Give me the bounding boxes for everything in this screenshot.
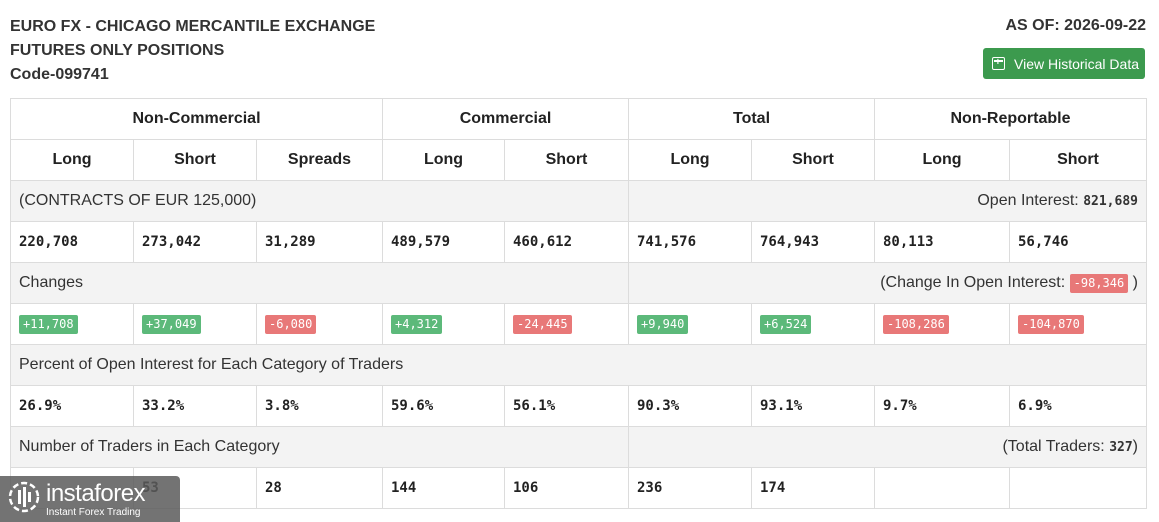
column-header-row: Long Short Spreads Long Short Long Short…: [10, 139, 1147, 181]
as-of-date: AS OF: 2026-09-22: [1005, 17, 1146, 34]
table-cell: 80,113: [874, 221, 1010, 263]
total-traders: (Total Traders: 327): [628, 426, 1147, 468]
group-non-commercial: Non-Commercial: [10, 98, 383, 140]
table-cell: 236: [628, 467, 752, 509]
percent-label: Percent of Open Interest for Each Catego…: [10, 344, 1147, 386]
col-header: Short: [751, 139, 875, 181]
col-header: Long: [874, 139, 1010, 181]
percent-section-row: Percent of Open Interest for Each Catego…: [10, 344, 1147, 386]
col-header: Short: [1009, 139, 1147, 181]
report-title: EURO FX - CHICAGO MERCANTILE EXCHANGE FU…: [10, 15, 375, 87]
contracts-values-row: 220,708 273,042 31,289 489,579 460,612 7…: [10, 221, 1147, 263]
table-cell: 460,612: [504, 221, 629, 263]
change-badge: +6,524: [760, 314, 812, 334]
change-badge: -104,870: [1018, 314, 1084, 334]
changes-values-row: +11,708 +37,049 -6,080 +4,312 -24,445 +9…: [10, 303, 1147, 345]
traders-label: Number of Traders in Each Category: [10, 426, 629, 468]
col-header: Long: [382, 139, 505, 181]
instaforex-logo: instaforex Instant Forex Trading: [0, 476, 180, 522]
total-traders-close: ): [1132, 438, 1138, 455]
col-header: Short: [504, 139, 629, 181]
change-badge: -24,445: [513, 314, 572, 334]
table-cell: 59.6%: [382, 385, 505, 427]
code-line: Code-099741: [10, 66, 109, 83]
changes-label: Changes: [10, 262, 629, 304]
open-interest-label: Open Interest:: [977, 192, 1079, 209]
change-badge: +9,940: [637, 314, 689, 334]
table-cell: 144: [382, 467, 505, 509]
change-badge: -108,286: [883, 314, 949, 334]
table-cell: 31,289: [256, 221, 383, 263]
total-traders-label: (Total Traders:: [1002, 438, 1105, 455]
table-cell: 26.9%: [10, 385, 134, 427]
change-oi-label: (Change In Open Interest:: [880, 273, 1066, 291]
table-cell: 489,579: [382, 221, 505, 263]
total-traders-value: 327: [1109, 440, 1133, 455]
col-header: Spreads: [256, 139, 383, 181]
change-oi-badge: -98,346: [1069, 273, 1129, 293]
table-cell: 174: [751, 467, 875, 509]
group-header-row: Non-Commercial Commercial Total Non-Repo…: [10, 98, 1147, 140]
change-badge: +11,708: [19, 314, 78, 334]
cot-table: Non-Commercial Commercial Total Non-Repo…: [10, 98, 1147, 509]
logo-name: instaforex: [46, 480, 146, 507]
traders-section-row: Number of Traders in Each Category (Tota…: [10, 426, 1147, 468]
change-badge: +4,312: [391, 314, 443, 334]
title-line-1: EURO FX - CHICAGO MERCANTILE EXCHANGE: [10, 18, 376, 35]
contracts-section-row: (CONTRACTS OF EUR 125,000) Open Interest…: [10, 180, 1147, 222]
change-badge: +37,049: [142, 314, 201, 334]
table-cell: 93.1%: [751, 385, 875, 427]
traders-values-row: 53 28 144 106 236 174: [10, 467, 1147, 509]
percent-values-row: 26.9% 33.2% 3.8% 59.6% 56.1% 90.3% 93.1%…: [10, 385, 1147, 427]
table-cell: 56,746: [1009, 221, 1147, 263]
table-cell: 106: [504, 467, 629, 509]
table-cell: [1009, 467, 1147, 509]
table-cell: 90.3%: [628, 385, 752, 427]
change-badge: -6,080: [265, 314, 317, 334]
open-interest-value: 821,689: [1083, 194, 1138, 209]
calendar-plus-icon: [992, 57, 1005, 70]
col-header: Short: [133, 139, 257, 181]
contracts-label: (CONTRACTS OF EUR 125,000): [10, 180, 629, 222]
table-cell: 6.9%: [1009, 385, 1147, 427]
view-historical-data-label: View Historical Data: [1014, 55, 1140, 72]
group-non-reportable: Non-Reportable: [874, 98, 1147, 140]
col-header: Long: [10, 139, 134, 181]
changes-section-row: Changes (Change In Open Interest: -98,34…: [10, 262, 1147, 304]
group-commercial: Commercial: [382, 98, 629, 140]
table-cell: 28: [256, 467, 383, 509]
table-cell: 273,042: [133, 221, 257, 263]
open-interest: Open Interest: 821,689: [628, 180, 1147, 222]
table-cell: 9.7%: [874, 385, 1010, 427]
table-cell: 764,943: [751, 221, 875, 263]
group-total: Total: [628, 98, 875, 140]
instaforex-mark-icon: [8, 481, 40, 513]
table-cell: 220,708: [10, 221, 134, 263]
col-header: Long: [628, 139, 752, 181]
table-cell: 56.1%: [504, 385, 629, 427]
change-oi-close: ): [1132, 273, 1138, 291]
table-cell: 741,576: [628, 221, 752, 263]
change-open-interest: (Change In Open Interest: -98,346 ): [628, 262, 1147, 304]
table-cell: 33.2%: [133, 385, 257, 427]
table-cell: 3.8%: [256, 385, 383, 427]
title-line-2: FUTURES ONLY POSITIONS: [10, 42, 225, 59]
table-cell: [874, 467, 1010, 509]
logo-tagline: Instant Forex Trading: [46, 507, 141, 518]
view-historical-data-button[interactable]: View Historical Data: [983, 48, 1145, 79]
